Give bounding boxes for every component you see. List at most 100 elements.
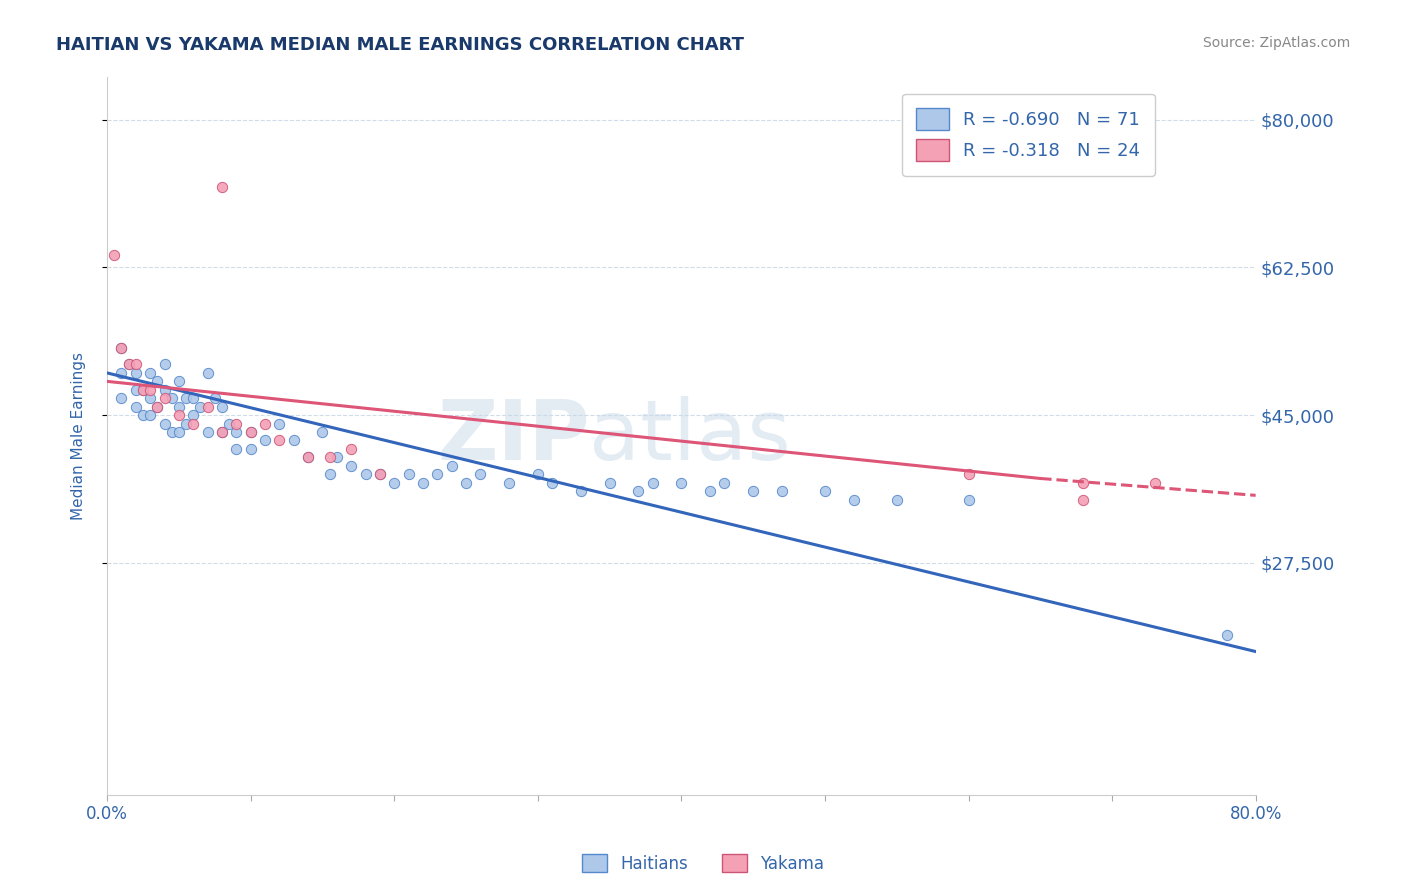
Point — [132, 383, 155, 397]
Point — [103, 248, 125, 262]
Point — [1073, 492, 1095, 507]
Point — [326, 450, 349, 465]
Point — [167, 408, 190, 422]
Point — [412, 475, 434, 490]
Point — [139, 408, 162, 422]
Point — [269, 434, 291, 448]
Point — [125, 358, 148, 372]
Point — [713, 475, 735, 490]
Point — [699, 484, 721, 499]
Point — [1144, 475, 1167, 490]
Point — [146, 400, 169, 414]
Legend: R = -0.690   N = 71, R = -0.318   N = 24: R = -0.690 N = 71, R = -0.318 N = 24 — [901, 94, 1154, 176]
Point — [125, 383, 148, 397]
Legend: Haitians, Yakama: Haitians, Yakama — [575, 847, 831, 880]
Point — [132, 408, 155, 422]
Point — [318, 450, 340, 465]
Point — [146, 375, 169, 389]
Point — [211, 180, 233, 194]
Point — [311, 425, 333, 439]
Point — [886, 492, 908, 507]
Point — [153, 358, 176, 372]
Point — [139, 366, 162, 380]
Point — [599, 475, 621, 490]
Point — [541, 475, 564, 490]
Point — [1216, 627, 1239, 641]
Text: ZIP: ZIP — [437, 396, 589, 476]
Point — [181, 391, 204, 405]
Point — [253, 434, 276, 448]
Point — [110, 391, 132, 405]
Point — [204, 391, 226, 405]
Point — [627, 484, 650, 499]
Point — [125, 366, 148, 380]
Y-axis label: Median Male Earnings: Median Male Earnings — [72, 352, 86, 520]
Point — [167, 425, 190, 439]
Point — [283, 434, 305, 448]
Point — [125, 400, 148, 414]
Point — [167, 375, 190, 389]
Point — [297, 450, 319, 465]
Point — [1073, 475, 1095, 490]
Point — [139, 391, 162, 405]
Point — [181, 417, 204, 431]
Point — [318, 467, 340, 482]
Point — [253, 417, 276, 431]
Point — [957, 492, 980, 507]
Point — [239, 425, 262, 439]
Point — [269, 417, 291, 431]
Point — [526, 467, 548, 482]
Point — [132, 383, 155, 397]
Point — [211, 425, 233, 439]
Point — [454, 475, 477, 490]
Point — [153, 391, 176, 405]
Point — [117, 358, 139, 372]
Point — [197, 425, 219, 439]
Point — [211, 425, 233, 439]
Point — [181, 408, 204, 422]
Point — [368, 467, 391, 482]
Point — [239, 425, 262, 439]
Point — [398, 467, 420, 482]
Point — [160, 391, 183, 405]
Point — [297, 450, 319, 465]
Point — [814, 484, 837, 499]
Point — [174, 417, 197, 431]
Point — [110, 341, 132, 355]
Point — [470, 467, 492, 482]
Point — [146, 400, 169, 414]
Point — [174, 391, 197, 405]
Point — [742, 484, 765, 499]
Point — [218, 417, 240, 431]
Point — [641, 475, 664, 490]
Point — [671, 475, 693, 490]
Point — [110, 366, 132, 380]
Point — [225, 417, 247, 431]
Point — [239, 442, 262, 456]
Point — [153, 383, 176, 397]
Point — [117, 358, 139, 372]
Text: atlas: atlas — [589, 396, 792, 476]
Point — [340, 442, 363, 456]
Point — [153, 417, 176, 431]
Point — [368, 467, 391, 482]
Point — [197, 400, 219, 414]
Point — [382, 475, 405, 490]
Point — [225, 425, 247, 439]
Point — [197, 366, 219, 380]
Point — [440, 458, 463, 473]
Point — [569, 484, 592, 499]
Point — [160, 425, 183, 439]
Point — [770, 484, 793, 499]
Point — [211, 400, 233, 414]
Point — [957, 467, 980, 482]
Point — [842, 492, 865, 507]
Point — [190, 400, 212, 414]
Point — [225, 442, 247, 456]
Point — [340, 458, 363, 473]
Point — [498, 475, 520, 490]
Point — [139, 383, 162, 397]
Point — [426, 467, 449, 482]
Text: HAITIAN VS YAKAMA MEDIAN MALE EARNINGS CORRELATION CHART: HAITIAN VS YAKAMA MEDIAN MALE EARNINGS C… — [56, 36, 744, 54]
Text: Source: ZipAtlas.com: Source: ZipAtlas.com — [1202, 36, 1350, 50]
